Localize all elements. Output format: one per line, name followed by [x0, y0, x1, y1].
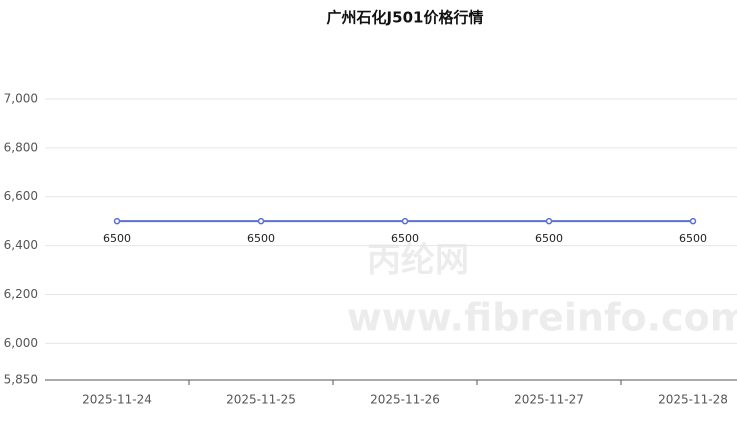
y-tick-label: 6,400: [4, 238, 38, 252]
x-tick-label: 2025-11-27: [514, 393, 584, 407]
data-label: 6500: [247, 232, 275, 245]
x-tick-label: 2025-11-25: [226, 393, 296, 407]
x-tick-label: 2025-11-28: [658, 393, 728, 407]
data-label: 6500: [679, 232, 707, 245]
x-tick-label: 2025-11-24: [82, 393, 152, 407]
point: [401, 217, 409, 225]
y-tick-label: 6,200: [4, 287, 38, 301]
x-tick-label: 2025-11-26: [370, 393, 440, 407]
data-label: 6500: [535, 232, 563, 245]
data-label: 6500: [103, 232, 131, 245]
watermark: www.fibreinfo.com: [347, 296, 737, 340]
point: [545, 217, 553, 225]
chart-title: 广州石化J501价格行情: [327, 9, 484, 27]
point: [113, 217, 121, 225]
y-tick-label: 6,600: [4, 189, 38, 203]
y-tick-label: 6,800: [4, 140, 38, 154]
data-label: 6500: [391, 232, 419, 245]
y-tick-label: 7,000: [4, 92, 38, 106]
point: [689, 217, 697, 225]
y-tick-label: 5,850: [4, 373, 38, 387]
y-tick-label: 6,000: [4, 336, 38, 350]
watermark: 丙纶网: [367, 241, 469, 281]
point: [257, 217, 265, 225]
